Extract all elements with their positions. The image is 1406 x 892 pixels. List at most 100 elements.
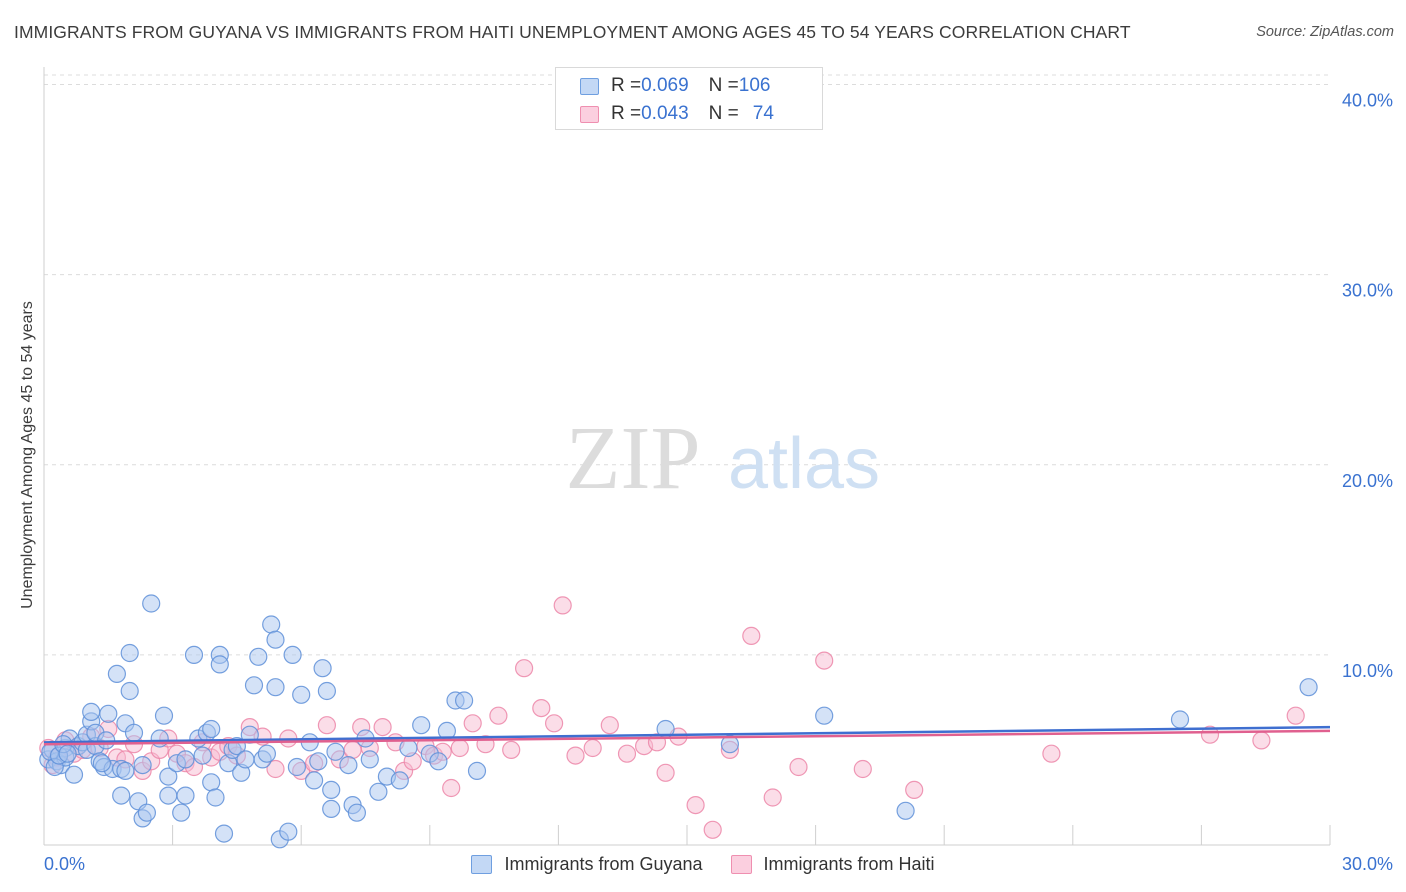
guyana-point-20 (107, 664, 127, 684)
guyana-point-75 (322, 799, 341, 819)
haiti-point-47 (502, 740, 521, 760)
haiti-point-54 (600, 716, 619, 735)
guyana-point-26 (120, 643, 139, 663)
legend-item-haiti: Immigrants from Haiti (730, 853, 935, 875)
legend-r-label: R = (611, 103, 642, 124)
guyana-point-24 (116, 761, 135, 781)
watermark-atlas: atlas (728, 424, 880, 504)
guyana-point-84 (390, 771, 409, 790)
y-axis-label: Unemployment Among Ages 45 to 54 years (19, 301, 36, 609)
legend-n-value: 106 (738, 75, 771, 96)
guyana-point-62 (266, 630, 285, 649)
guyana-point-46 (202, 719, 221, 739)
guyana-point-70 (305, 771, 324, 790)
guyana-point-38 (172, 803, 191, 822)
guyana-point-60 (257, 744, 276, 763)
guyana-point-103 (58, 744, 77, 763)
y-tick-label-3: 40.0% (1342, 91, 1393, 111)
guyana-point-94 (720, 735, 740, 754)
guyana-point-76 (326, 742, 345, 761)
haiti-point-71 (1252, 731, 1271, 750)
x-tick-label-1: 30.0% (1342, 854, 1393, 874)
guyana-point-50 (214, 824, 234, 843)
legend-n-value: 74 (752, 103, 774, 124)
haiti-point-61 (703, 820, 722, 839)
haiti-point-63 (742, 626, 761, 646)
legend-r-value: 0.043 (641, 103, 689, 124)
haiti-point-58 (656, 763, 675, 782)
haiti-trend-line (43, 729, 1331, 746)
guyana-point-43 (193, 746, 212, 765)
guyana-point-47 (206, 788, 225, 807)
legend-r-label: R = (611, 75, 642, 96)
guyana-point-79 (347, 803, 366, 822)
guyana-point-86 (412, 716, 431, 735)
legend-label-guyana: Immigrants from Guyana (504, 853, 703, 874)
guyana-point-18 (99, 704, 118, 723)
guyana-point-81 (360, 750, 379, 769)
guyana-point-49 (210, 655, 229, 674)
guyana-point-34 (154, 706, 174, 725)
tick-labels: 10.0% 20.0% 30.0% 40.0% 0.0% 30.0% (44, 91, 1393, 874)
watermark: ZIP atlas (566, 409, 881, 508)
guyana-point-61 (262, 615, 281, 634)
legend-row-guyana: R = 0.069 N = 106 (580, 73, 770, 99)
y-tick-label-0: 10.0% (1342, 661, 1393, 681)
guyana-point-41 (184, 645, 204, 665)
haiti-point-69 (1042, 744, 1061, 763)
guyana-point-85 (399, 738, 418, 758)
guyana-trend-line (43, 725, 1331, 744)
guyana-point-96 (896, 801, 915, 820)
guyana-point-57 (244, 676, 264, 695)
haiti-point-35 (373, 717, 392, 737)
guyana-point-104 (92, 754, 112, 773)
points-layer (39, 88, 1318, 849)
x-tick-label-0: 0.0% (44, 854, 85, 874)
legend-swatch-blue (471, 854, 493, 874)
guyana-point-77 (339, 755, 358, 775)
haiti-point-67 (853, 759, 872, 779)
guyana-point-21 (112, 786, 131, 805)
haiti-point-70 (1200, 725, 1220, 744)
haiti-point-51 (553, 596, 572, 615)
guyana-point-98 (1299, 678, 1318, 697)
legend-label-haiti: Immigrants from Haiti (763, 853, 935, 874)
axis-layer (43, 67, 1331, 846)
haiti-point-48 (514, 659, 534, 678)
haiti-point-46 (489, 706, 508, 725)
guyana-point-82 (369, 782, 388, 801)
guyana-point-72 (313, 659, 332, 678)
legend-n-label: N = (708, 103, 739, 124)
series-legend: Immigrants from Guyana Immigrants from H… (0, 851, 1406, 877)
legend-item-guyana: Immigrants from Guyana (471, 853, 703, 875)
guyana-point-58 (249, 647, 268, 666)
guyana-point-25 (120, 681, 139, 701)
guyana-point-95 (815, 706, 834, 725)
guyana-point-45 (202, 773, 221, 792)
trend-layer (43, 725, 1331, 746)
guyana-point-31 (137, 803, 156, 822)
chart-title: IMMIGRANTS FROM GUYANA VS IMMIGRANTS FRO… (14, 22, 1131, 42)
guyana-point-71 (309, 752, 328, 771)
legend-row-haiti: R = 0.043 N = 74 (580, 101, 774, 127)
haiti-point-49 (532, 698, 551, 718)
haiti-point-60 (686, 795, 705, 815)
haiti-point-66 (815, 651, 834, 670)
haiti-point-44 (463, 714, 482, 733)
haiti-point-72 (1286, 706, 1305, 725)
guyana-point-65 (279, 822, 298, 841)
guyana-point-33 (150, 729, 169, 748)
legend-swatch-pink (580, 105, 599, 123)
haiti-point-65 (789, 757, 808, 777)
guyana-point-97 (1170, 710, 1190, 729)
haiti-point-68 (905, 780, 924, 800)
legend-r-value: 0.069 (641, 75, 689, 96)
watermark-zip: ZIP (566, 409, 701, 508)
guyana-point-27 (124, 723, 144, 742)
guyana-point-35 (159, 767, 178, 786)
grid-layer (44, 74, 1330, 656)
legend-n-label: N = (708, 75, 739, 96)
guyana-point-92 (467, 761, 487, 781)
guyana-point-67 (287, 757, 306, 777)
